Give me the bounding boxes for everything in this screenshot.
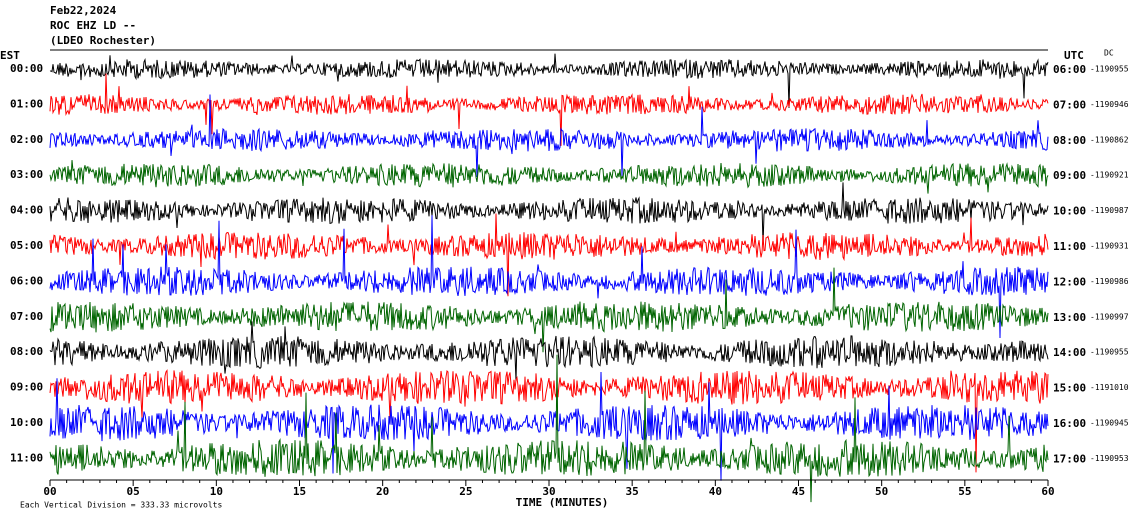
dc-value: -1190986 [1090, 277, 1129, 286]
trace [49, 160, 1049, 194]
trace [49, 213, 1049, 297]
trace [49, 267, 1049, 353]
trace [49, 215, 1049, 339]
dc-value: -1190921 [1090, 171, 1129, 180]
x-tick-label: 60 [1041, 485, 1054, 498]
utc-label: 11:00 [1053, 240, 1086, 253]
x-tick-label: 25 [459, 485, 472, 498]
dc-value: -1190862 [1090, 135, 1129, 144]
dc-value: -1190955 [1090, 65, 1129, 74]
est-label: 10:00 [10, 416, 43, 429]
utc-label: 14:00 [1053, 346, 1086, 359]
dc-value: -1190955 [1090, 348, 1129, 357]
utc-label: 12:00 [1053, 275, 1086, 288]
x-tick-label: 05 [127, 485, 140, 498]
trace [49, 369, 1049, 473]
utc-label: 17:00 [1053, 452, 1086, 465]
trace [49, 73, 1049, 146]
est-label: 05:00 [10, 239, 43, 252]
header-line: ROC EHZ LD -- [50, 19, 136, 32]
est-label: 03:00 [10, 168, 43, 181]
utc-label: 07:00 [1053, 98, 1086, 111]
x-tick-label: 10 [210, 485, 223, 498]
trace [49, 321, 1049, 382]
x-axis-label: TIME (MINUTES) [516, 496, 609, 509]
dc-value: -1190987 [1090, 206, 1129, 215]
est-label: 02:00 [10, 133, 43, 146]
utc-label: 16:00 [1053, 417, 1086, 430]
est-label: 00:00 [10, 62, 43, 75]
x-tick-label: 50 [875, 485, 888, 498]
right-axis-label: UTC [1064, 49, 1084, 62]
x-tick-label: 20 [376, 485, 389, 498]
trace [49, 371, 1049, 481]
dc-value: -1190931 [1090, 242, 1129, 251]
est-label: 09:00 [10, 381, 43, 394]
left-axis-label: EST [0, 49, 20, 62]
x-tick-label: 30 [542, 485, 555, 498]
dc-value: -1191010 [1090, 383, 1129, 392]
utc-label: 13:00 [1053, 311, 1086, 324]
traces [49, 53, 1049, 503]
utc-label: 15:00 [1053, 382, 1086, 395]
trace [49, 354, 1049, 503]
est-label: 04:00 [10, 204, 43, 217]
dc-value: -1190997 [1090, 312, 1129, 321]
utc-label: 06:00 [1053, 63, 1086, 76]
trace [49, 94, 1049, 178]
utc-label: 10:00 [1053, 205, 1086, 218]
x-tick-label: 15 [293, 485, 306, 498]
utc-label: 08:00 [1053, 134, 1086, 147]
dc-value: -1190945 [1090, 419, 1129, 428]
x-tick-label: 35 [626, 485, 639, 498]
x-tick-label: 00 [43, 485, 56, 498]
est-label: 08:00 [10, 345, 43, 358]
est-label: 01:00 [10, 97, 43, 110]
trace [49, 53, 1049, 109]
header-line: (LDEO Rochester) [50, 34, 156, 47]
header-line: Feb22,2024 [50, 4, 117, 17]
x-tick-label: 40 [709, 485, 722, 498]
est-label: 07:00 [10, 310, 43, 323]
trace [49, 182, 1049, 245]
footer: Each Vertical Division = 333.33 microvol… [20, 501, 222, 510]
est-label: 11:00 [10, 451, 43, 464]
x-tick-label: 55 [958, 485, 971, 498]
dc-value: -1190946 [1090, 100, 1129, 109]
utc-label: 09:00 [1053, 169, 1086, 182]
x-tick-label: 45 [792, 485, 805, 498]
est-label: 06:00 [10, 274, 43, 287]
dc-value: -1190953 [1090, 454, 1129, 463]
dc-label: DC [1104, 49, 1114, 58]
